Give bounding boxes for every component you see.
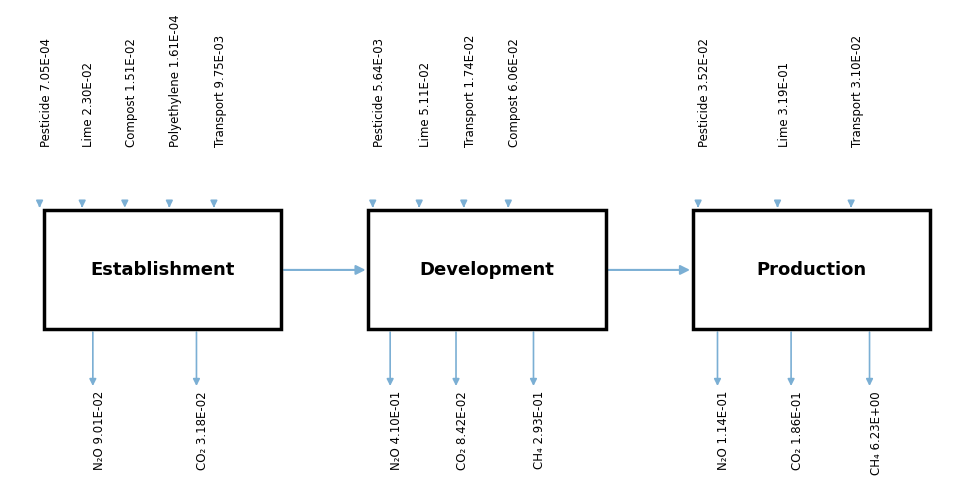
Text: CO₂ 1.86E-01: CO₂ 1.86E-01 — [791, 391, 805, 469]
Text: CH₄ 2.93E-01: CH₄ 2.93E-01 — [534, 391, 546, 469]
Text: Pesticide 5.64E-03: Pesticide 5.64E-03 — [373, 38, 386, 147]
Text: N₂O 4.10E-01: N₂O 4.10E-01 — [391, 391, 403, 470]
Text: Compost 1.51E-02: Compost 1.51E-02 — [125, 38, 137, 147]
Text: CO₂ 3.18E-02: CO₂ 3.18E-02 — [197, 391, 209, 469]
Text: Pesticide 3.52E-02: Pesticide 3.52E-02 — [698, 38, 711, 147]
FancyBboxPatch shape — [693, 210, 930, 329]
FancyBboxPatch shape — [368, 210, 606, 329]
Text: Lime 5.11E-02: Lime 5.11E-02 — [419, 62, 432, 147]
Text: Production: Production — [757, 261, 867, 279]
Text: CH₄ 6.23E+00: CH₄ 6.23E+00 — [870, 391, 882, 474]
Text: Lime 3.19E-01: Lime 3.19E-01 — [777, 62, 791, 147]
FancyBboxPatch shape — [44, 210, 281, 329]
Text: Lime 2.30E-02: Lime 2.30E-02 — [82, 62, 95, 147]
Text: CO₂ 8.42E-02: CO₂ 8.42E-02 — [456, 391, 469, 469]
Text: Transport 3.10E-02: Transport 3.10E-02 — [851, 35, 864, 147]
Text: Transport 1.74E-02: Transport 1.74E-02 — [464, 35, 476, 147]
Text: Pesticide 7.05E-04: Pesticide 7.05E-04 — [40, 38, 53, 147]
Text: Establishment: Establishment — [91, 261, 235, 279]
Text: N₂O 1.14E-01: N₂O 1.14E-01 — [718, 391, 730, 470]
Text: Development: Development — [420, 261, 554, 279]
Text: N₂O 9.01E-02: N₂O 9.01E-02 — [93, 391, 106, 470]
Text: Polyethylene 1.61E-04: Polyethylene 1.61E-04 — [169, 14, 182, 147]
Text: Compost 6.06E-02: Compost 6.06E-02 — [508, 38, 521, 147]
Text: Transport 9.75E-03: Transport 9.75E-03 — [214, 35, 227, 147]
